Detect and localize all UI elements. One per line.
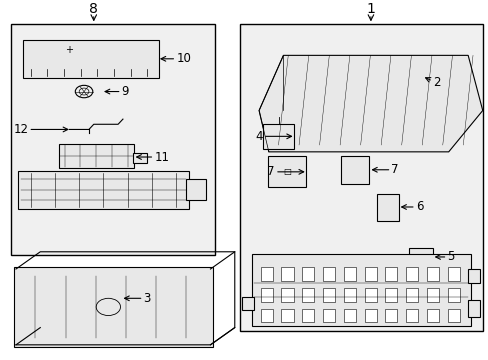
Bar xyxy=(467,269,479,283)
Text: 7: 7 xyxy=(372,163,398,176)
Bar xyxy=(447,288,459,302)
Bar xyxy=(343,267,355,281)
FancyBboxPatch shape xyxy=(14,267,212,347)
Bar xyxy=(322,288,334,302)
Bar xyxy=(302,309,314,323)
FancyBboxPatch shape xyxy=(23,40,159,78)
Text: 2: 2 xyxy=(425,76,439,89)
Bar xyxy=(302,267,314,281)
Bar xyxy=(281,288,293,302)
Bar xyxy=(343,288,355,302)
Bar xyxy=(447,267,459,281)
Bar xyxy=(426,267,438,281)
Bar xyxy=(364,288,376,302)
Bar xyxy=(343,309,355,323)
Bar xyxy=(322,267,334,281)
Text: 10: 10 xyxy=(161,52,191,65)
Bar xyxy=(406,267,417,281)
Bar xyxy=(364,309,376,323)
FancyBboxPatch shape xyxy=(59,144,133,168)
Bar xyxy=(385,288,397,302)
Bar xyxy=(447,309,459,323)
FancyBboxPatch shape xyxy=(263,123,293,149)
Bar xyxy=(426,309,438,323)
FancyBboxPatch shape xyxy=(267,156,305,187)
Bar xyxy=(467,300,479,317)
Text: 8: 8 xyxy=(89,2,98,16)
Bar xyxy=(406,309,417,323)
Bar xyxy=(281,309,293,323)
Bar xyxy=(302,288,314,302)
Bar xyxy=(406,288,417,302)
Bar xyxy=(364,267,376,281)
Text: 4: 4 xyxy=(255,130,291,143)
Text: +: + xyxy=(65,45,73,55)
FancyBboxPatch shape xyxy=(132,153,147,163)
Bar xyxy=(426,288,438,302)
FancyBboxPatch shape xyxy=(186,179,205,200)
Text: 3: 3 xyxy=(124,292,151,305)
Bar xyxy=(385,267,397,281)
FancyBboxPatch shape xyxy=(251,253,469,326)
Text: 7: 7 xyxy=(267,165,303,178)
Bar xyxy=(385,309,397,323)
Text: 11: 11 xyxy=(137,150,169,163)
Bar xyxy=(322,309,334,323)
Text: □: □ xyxy=(282,167,290,176)
Text: 5: 5 xyxy=(435,251,454,264)
FancyBboxPatch shape xyxy=(376,194,398,221)
Polygon shape xyxy=(259,55,482,152)
Text: 9: 9 xyxy=(105,85,129,98)
FancyBboxPatch shape xyxy=(11,24,215,255)
FancyBboxPatch shape xyxy=(340,156,369,184)
Text: 12: 12 xyxy=(13,123,68,136)
FancyBboxPatch shape xyxy=(408,248,432,266)
Bar xyxy=(260,309,272,323)
FancyBboxPatch shape xyxy=(19,171,188,209)
Bar xyxy=(281,267,293,281)
Text: 6: 6 xyxy=(401,201,423,213)
Bar xyxy=(260,267,272,281)
FancyBboxPatch shape xyxy=(239,24,482,331)
Bar xyxy=(242,297,254,310)
Bar xyxy=(260,288,272,302)
Text: 1: 1 xyxy=(366,2,375,16)
